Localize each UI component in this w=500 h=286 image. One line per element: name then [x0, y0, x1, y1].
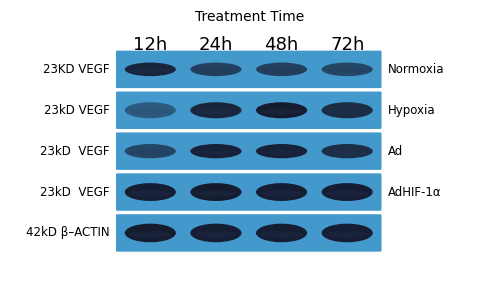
Ellipse shape	[322, 102, 373, 118]
Ellipse shape	[260, 231, 302, 238]
Ellipse shape	[124, 224, 176, 242]
Text: 12h: 12h	[133, 36, 168, 54]
Ellipse shape	[124, 144, 176, 158]
Text: Hypoxia: Hypoxia	[388, 104, 435, 117]
FancyBboxPatch shape	[116, 132, 382, 170]
Ellipse shape	[190, 224, 242, 242]
Ellipse shape	[195, 109, 237, 114]
Ellipse shape	[195, 231, 237, 238]
Ellipse shape	[326, 68, 368, 73]
Ellipse shape	[326, 109, 368, 114]
Ellipse shape	[256, 102, 307, 118]
Ellipse shape	[195, 68, 237, 73]
Ellipse shape	[260, 68, 302, 73]
Ellipse shape	[326, 231, 368, 238]
Ellipse shape	[130, 68, 172, 73]
Ellipse shape	[256, 144, 307, 158]
Ellipse shape	[195, 190, 237, 196]
Ellipse shape	[130, 109, 172, 114]
Ellipse shape	[130, 190, 172, 196]
Ellipse shape	[124, 183, 176, 201]
Text: 23kD VEGF: 23kD VEGF	[44, 104, 110, 117]
Ellipse shape	[256, 224, 307, 242]
Ellipse shape	[326, 190, 368, 196]
Text: 23kD  VEGF: 23kD VEGF	[40, 145, 110, 158]
Text: AdHIF-1α: AdHIF-1α	[388, 186, 441, 198]
Ellipse shape	[260, 109, 302, 114]
Ellipse shape	[130, 231, 172, 238]
Text: Ad: Ad	[388, 145, 403, 158]
Text: Treatment Time: Treatment Time	[196, 10, 304, 24]
Ellipse shape	[190, 183, 242, 201]
Ellipse shape	[256, 63, 307, 76]
Ellipse shape	[190, 102, 242, 118]
Ellipse shape	[195, 150, 237, 155]
Ellipse shape	[260, 150, 302, 155]
FancyBboxPatch shape	[116, 173, 382, 211]
Ellipse shape	[190, 63, 242, 76]
Ellipse shape	[322, 183, 373, 201]
Ellipse shape	[326, 150, 368, 155]
Ellipse shape	[130, 150, 172, 155]
FancyBboxPatch shape	[116, 51, 382, 88]
Text: 42kD β–ACTIN: 42kD β–ACTIN	[26, 227, 110, 239]
Text: 23KD VEGF: 23KD VEGF	[44, 63, 110, 76]
Text: 48h: 48h	[264, 36, 298, 54]
Ellipse shape	[322, 63, 373, 76]
Text: 24h: 24h	[199, 36, 233, 54]
FancyBboxPatch shape	[116, 92, 382, 129]
FancyBboxPatch shape	[116, 214, 382, 252]
Text: Normoxia: Normoxia	[388, 63, 444, 76]
Ellipse shape	[256, 183, 307, 201]
Ellipse shape	[190, 144, 242, 158]
Ellipse shape	[322, 224, 373, 242]
Ellipse shape	[322, 144, 373, 158]
Text: 23kD  VEGF: 23kD VEGF	[40, 186, 110, 198]
Ellipse shape	[260, 190, 302, 196]
Ellipse shape	[124, 102, 176, 118]
Text: 72h: 72h	[330, 36, 364, 54]
Ellipse shape	[124, 63, 176, 76]
